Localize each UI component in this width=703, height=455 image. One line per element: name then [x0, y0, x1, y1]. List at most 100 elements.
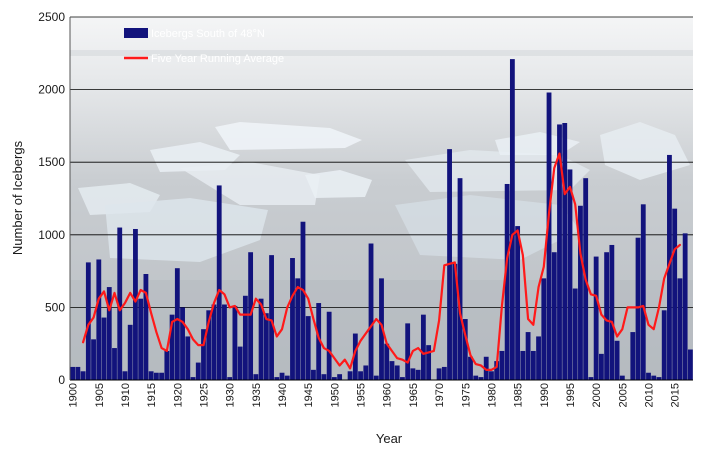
bar-2004 — [614, 340, 620, 380]
x-tick-1950: 1950 — [329, 383, 341, 407]
x-tick-1955: 1955 — [356, 383, 368, 407]
bar-2007 — [630, 332, 636, 380]
bar-1961 — [389, 361, 395, 380]
bar-1965 — [410, 368, 416, 380]
bar-1986 — [520, 350, 526, 380]
bar-1985 — [515, 226, 521, 380]
bar-1953 — [347, 371, 353, 380]
x-tick-1975: 1975 — [460, 383, 472, 407]
bar-1982 — [499, 350, 505, 380]
x-tick-1960: 1960 — [382, 383, 394, 407]
x-axis-title: Year — [376, 431, 403, 446]
bar-1967 — [420, 314, 426, 380]
x-tick-1980: 1980 — [486, 383, 498, 407]
bar-1992 — [551, 252, 557, 380]
bar-1904 — [91, 339, 96, 380]
x-tick-1900: 1900 — [68, 383, 80, 407]
bar-1958 — [373, 375, 379, 380]
bar-1914 — [143, 274, 149, 380]
bar-1963 — [400, 377, 405, 380]
y-tick-0: 0 — [58, 373, 65, 387]
x-tick-1995: 1995 — [565, 383, 577, 407]
bar-1927 — [211, 304, 217, 380]
bar-1933 — [242, 295, 248, 380]
x-tick-1915: 1915 — [146, 383, 158, 407]
bar-1910 — [122, 371, 128, 380]
bar-1928 — [216, 185, 222, 380]
x-tick-2015: 2015 — [670, 383, 682, 407]
legend-bar-label: Icebergs South of 48°N — [151, 28, 265, 40]
bar-1931 — [232, 305, 238, 380]
bar-1974 — [457, 178, 463, 380]
bar-1957 — [368, 243, 374, 380]
bar-2009 — [640, 204, 646, 380]
bar-2008 — [635, 237, 641, 380]
bar-1945 — [305, 316, 311, 380]
bar-1942 — [290, 258, 295, 380]
x-tick-1920: 1920 — [172, 383, 184, 407]
bar-1984 — [509, 59, 515, 381]
bar-1939 — [274, 377, 280, 380]
bar-1915 — [148, 371, 154, 380]
bar-1926 — [206, 310, 212, 380]
bar-1976 — [468, 356, 473, 380]
bar-1959 — [379, 278, 384, 380]
legend-bar-swatch — [124, 28, 148, 38]
bar-1913 — [138, 298, 144, 380]
bar-1908 — [112, 348, 117, 380]
bar-1947 — [316, 303, 322, 380]
bar-1996 — [572, 288, 578, 380]
bar-1971 — [441, 366, 447, 380]
x-tick-1965: 1965 — [408, 383, 420, 407]
x-tick-1970: 1970 — [434, 383, 446, 407]
x-tick-1910: 1910 — [120, 383, 132, 407]
bar-1980 — [489, 371, 494, 380]
bar-1990 — [541, 278, 547, 380]
x-tick-1905: 1905 — [94, 383, 106, 407]
bar-1954 — [352, 333, 358, 380]
bar-1920 — [174, 268, 180, 380]
bar-1943 — [295, 278, 301, 380]
y-tick-500: 500 — [45, 300, 65, 314]
bar-2015 — [672, 208, 678, 380]
running-average-line — [81, 152, 682, 371]
x-tick-1925: 1925 — [199, 383, 211, 407]
bar-2017 — [682, 233, 688, 380]
bar-2002 — [604, 252, 610, 380]
y-axis-title: Number of Icebergs — [10, 140, 25, 255]
bar-1941 — [284, 375, 290, 380]
bar-1995 — [567, 169, 573, 380]
bar-1932 — [237, 346, 243, 380]
bar-1964 — [405, 323, 411, 380]
x-tick-1940: 1940 — [277, 383, 289, 407]
bar-1956 — [363, 365, 369, 380]
bar-1905 — [96, 259, 102, 380]
x-tick-1930: 1930 — [225, 383, 237, 407]
bar-2003 — [609, 244, 615, 380]
bar-1935 — [253, 374, 259, 380]
bar-1951 — [337, 374, 343, 380]
bar-1946 — [311, 369, 316, 380]
x-tick-1985: 1985 — [513, 383, 525, 407]
y-tick-labels: 0 500 1000 1500 2000 2500 — [38, 10, 65, 387]
bar-1938 — [269, 255, 274, 380]
x-tick-1935: 1935 — [251, 383, 263, 407]
x-tick-2000: 2000 — [591, 383, 603, 407]
x-tick-2005: 2005 — [617, 383, 629, 407]
bar-2011 — [651, 375, 657, 380]
bar-1977 — [473, 375, 479, 380]
bar-2016 — [677, 278, 683, 380]
bar-1924 — [195, 362, 201, 380]
bar-1988 — [530, 350, 536, 380]
y-tick-1500: 1500 — [38, 155, 65, 169]
legend-line-label: Five Year Running Average — [151, 53, 284, 65]
x-tick-labels: 1900 1905 1910 1915 1920 1925 1930 1935 1940 1945… — [68, 383, 682, 407]
bar-2014 — [667, 154, 672, 380]
bar-1979 — [483, 356, 489, 380]
bar-1937 — [263, 313, 269, 380]
bar-2000 — [593, 256, 599, 380]
legend: Icebergs South of 48°N Five Year Running… — [124, 28, 284, 65]
bar-2005 — [619, 375, 625, 380]
y-tick-2000: 2000 — [38, 83, 65, 97]
bar-1902 — [80, 371, 86, 380]
